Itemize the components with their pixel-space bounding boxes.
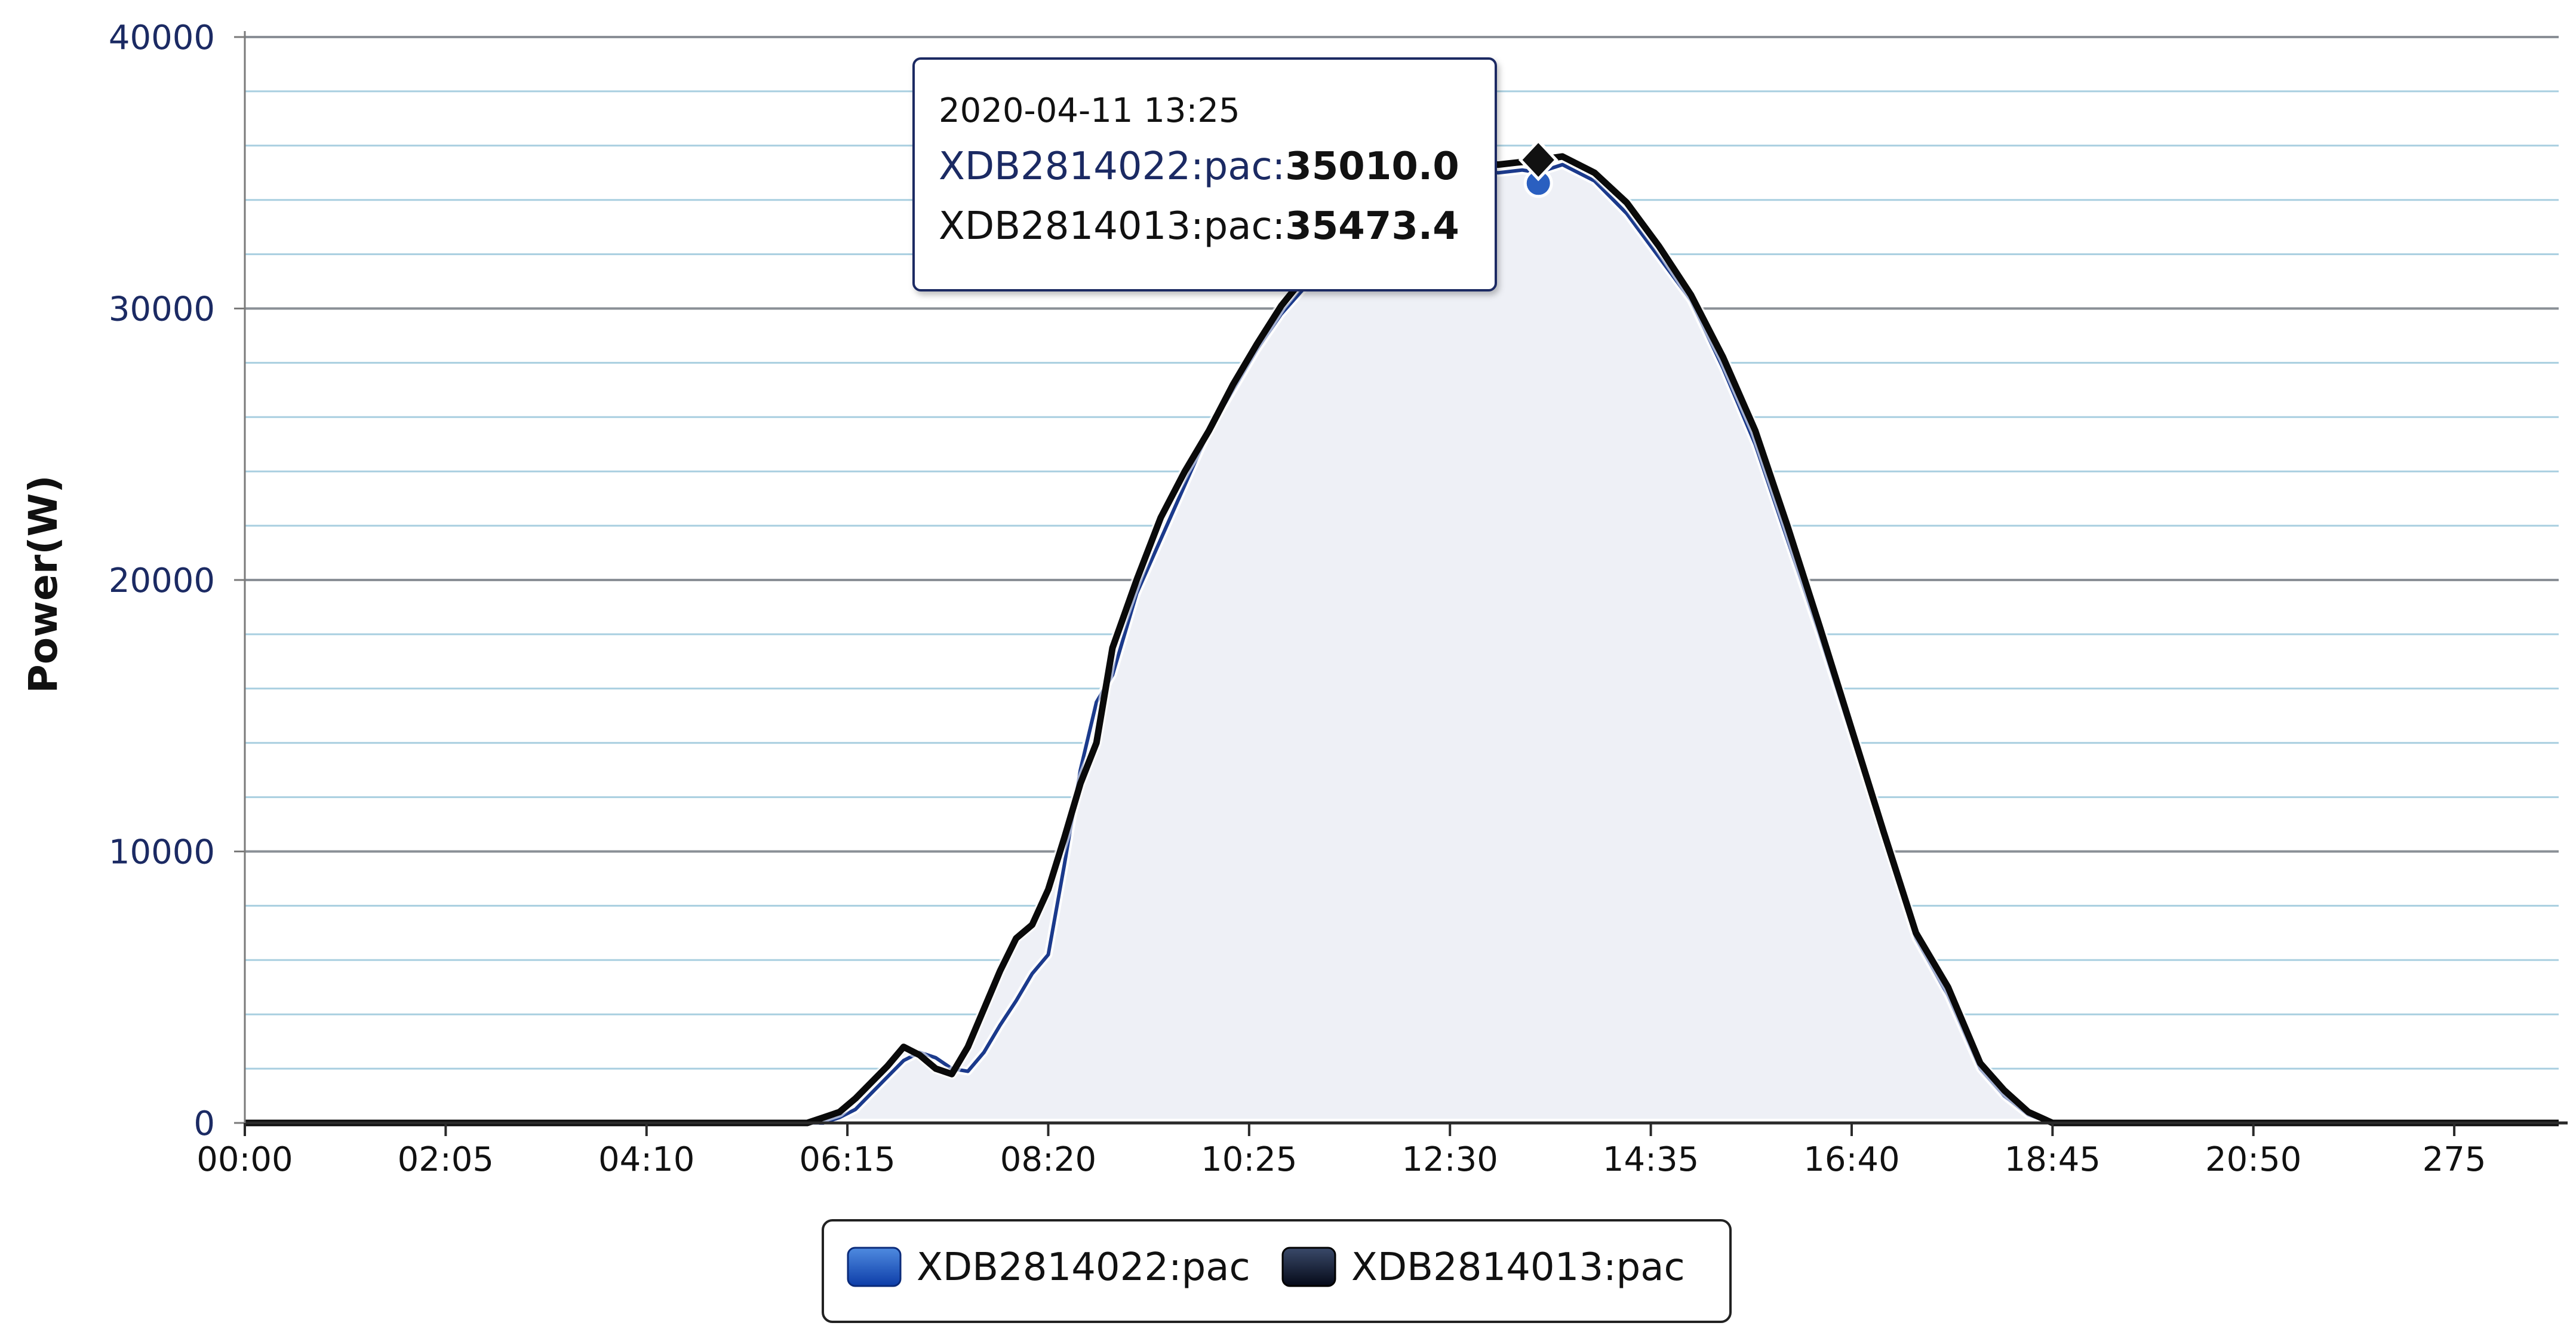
- legend-swatch-series-2: [1281, 1247, 1336, 1287]
- x-tick-label: 275: [2423, 1140, 2486, 1179]
- y-tick-label: 20000: [109, 561, 215, 600]
- y-axis-ticks: 0 10000 20000 30000 40000: [109, 19, 245, 1143]
- tooltip-entry-1: XDB2814022:pac:35010.0: [939, 145, 1459, 189]
- x-axis-ticks: 00:00 02:05 04:10 06:15 08:20 10:25 12:30 14:35…: [196, 1123, 2486, 1179]
- y-tick-label: 40000: [109, 19, 215, 57]
- tooltip-entry-2-value: 35473.4: [1285, 204, 1459, 248]
- x-tick-label: 04:10: [598, 1140, 694, 1179]
- y-axis-label: Power(W): [20, 475, 66, 693]
- legend-item-series-1[interactable]: XDB2814022:pac: [847, 1245, 1250, 1290]
- legend-swatch-series-1: [847, 1247, 902, 1287]
- tooltip-entry-1-label: XDB2814022:pac:: [939, 145, 1285, 189]
- x-tick-label: 16:40: [1803, 1140, 1899, 1179]
- axes: [244, 31, 2568, 1125]
- x-tick-label: 06:15: [799, 1140, 895, 1179]
- legend-box: [822, 1219, 1732, 1323]
- legend: XDB2814022:pac XDB2814013:pac: [822, 1219, 1732, 1323]
- tooltip-entry-1-value: 35010.0: [1285, 145, 1459, 189]
- legend-item-series-2[interactable]: XDB2814013:pac: [1281, 1245, 1685, 1290]
- x-tick-label: 12:30: [1402, 1140, 1498, 1179]
- tooltip-time: 2020-04-11 13:25: [939, 91, 1240, 130]
- legend-label-series-1: XDB2814022:pac: [917, 1245, 1250, 1290]
- tooltip-entry-2: XDB2814013:pac:35473.4: [939, 204, 1459, 248]
- area-layer: [245, 152, 2559, 1127]
- x-tick-label: 20:50: [2205, 1140, 2301, 1179]
- y-tick-label: 30000: [109, 290, 215, 329]
- series-2-hover-marker: [1518, 139, 1558, 182]
- x-tick-label: 18:45: [2005, 1140, 2101, 1179]
- hover-markers: [1518, 139, 1558, 198]
- x-tick-label: 14:35: [1603, 1140, 1699, 1179]
- x-tick-label: 08:20: [1000, 1140, 1096, 1179]
- x-tick-label: 00:00: [196, 1140, 293, 1179]
- x-tick-label: 02:05: [398, 1140, 494, 1179]
- x-tick-label: 10:25: [1201, 1140, 1297, 1179]
- area-fill: [245, 152, 2559, 1127]
- tooltip-box: [912, 57, 1497, 291]
- tooltip: 2020-04-11 13:25 XDB2814022:pac:35010.0 …: [912, 57, 1497, 291]
- y-tick-label: 10000: [109, 833, 215, 872]
- tooltip-entry-2-label: XDB2814013:pac:: [939, 204, 1285, 248]
- legend-label-series-2: XDB2814013:pac: [1351, 1245, 1685, 1290]
- y-tick-label: 0: [193, 1104, 215, 1143]
